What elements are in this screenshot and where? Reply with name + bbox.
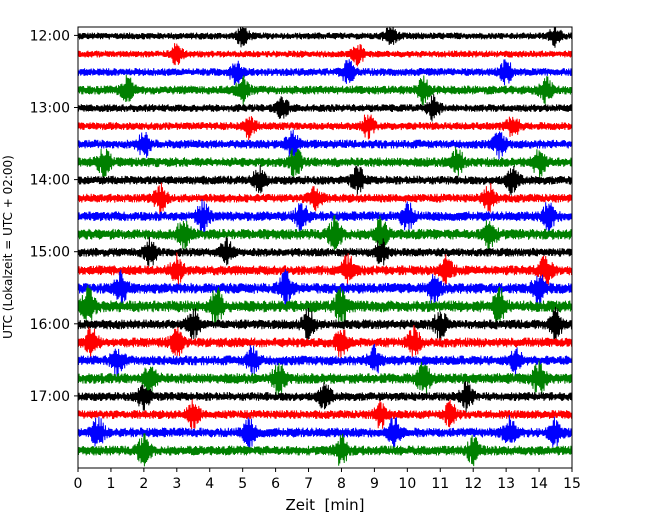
x-tick-label: 4: [205, 476, 214, 492]
trace-1608: [78, 324, 572, 360]
trace-1653: [78, 381, 572, 413]
trace-1223: [78, 59, 572, 86]
x-tick-label: 1: [106, 476, 115, 492]
trace-1438: [78, 214, 572, 254]
trace-1208: [78, 43, 572, 67]
plot-frame: [77, 26, 573, 469]
x-tick-label: 11: [431, 476, 449, 492]
trace-1708: [78, 399, 572, 430]
seismic-traces: [78, 27, 572, 467]
x-tick-label: 10: [398, 476, 416, 492]
x-axis: 0 1 2 3 4 5 6 7 8 9 10 11 12 13 14 15: [74, 468, 581, 492]
x-tick-label: 12: [464, 476, 482, 492]
x-axis-label: Zeit [min]: [285, 496, 364, 514]
x-tick-label: 9: [370, 476, 379, 492]
trace-1523: [78, 269, 572, 308]
y-tick-label: 17:00: [30, 389, 70, 405]
x-tick-label: 0: [74, 476, 83, 492]
trace-1738: [78, 433, 572, 467]
trace-1638: [78, 360, 572, 397]
trace-1323: [78, 129, 572, 160]
y-tick-label: 12:00: [30, 28, 70, 44]
x-tick-label: 2: [139, 476, 148, 492]
x-tick-label: 14: [530, 476, 548, 492]
trace-1508: [78, 252, 572, 288]
trace-1353: [78, 165, 572, 196]
y-tick-label: 14:00: [30, 173, 70, 189]
y-tick-label: 15:00: [30, 245, 70, 261]
trace-1238: [78, 74, 572, 106]
trace-1408: [78, 182, 572, 215]
x-tick-label: 7: [304, 476, 313, 492]
y-tick-label: 16:00: [30, 317, 70, 333]
trace-1538: [78, 285, 572, 326]
trace-1623: [78, 343, 572, 378]
trace-1338: [78, 147, 572, 180]
trace-1253: [78, 94, 572, 122]
trace-1723: [78, 414, 572, 451]
x-tick-label: 6: [271, 476, 280, 492]
y-axis: 12:00 13:00 14:00 15:00 16:00 17:00: [30, 28, 78, 405]
trace-1423: [78, 199, 572, 234]
trace-1308: [78, 114, 572, 141]
y-tick-label: 13:00: [30, 101, 70, 117]
trace-1453: [78, 236, 572, 267]
x-tick-label: 5: [238, 476, 247, 492]
y-axis-label: UTC (Lokalzeit = UTC + 02:00): [1, 155, 15, 339]
x-tick-label: 8: [337, 476, 346, 492]
x-tick-label: 13: [497, 476, 515, 492]
trace-1153: [78, 27, 572, 48]
trace-1553: [78, 306, 572, 343]
x-tick-label: 3: [172, 476, 181, 492]
x-tick-label: 15: [563, 476, 581, 492]
